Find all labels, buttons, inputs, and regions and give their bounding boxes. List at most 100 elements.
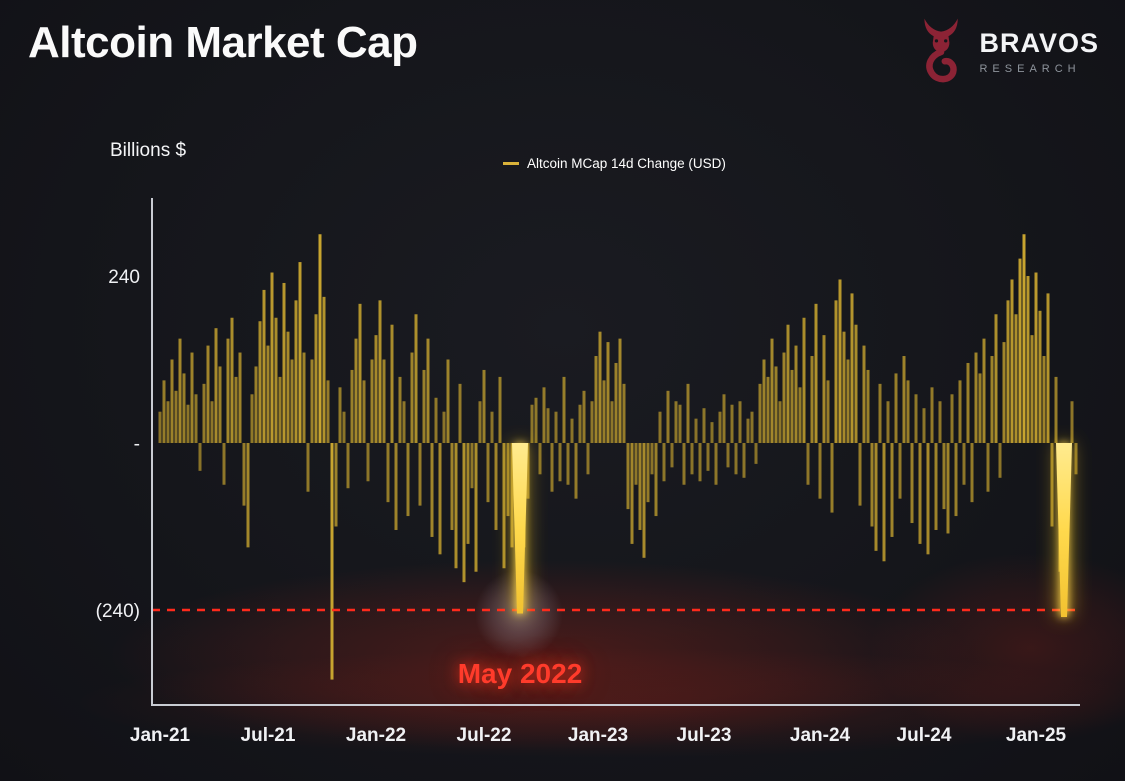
bar [402, 401, 406, 443]
bar [198, 443, 202, 471]
bar [842, 331, 846, 443]
bar [566, 443, 570, 485]
bar [962, 443, 966, 485]
bar [730, 404, 734, 443]
bar [202, 383, 206, 443]
bar [610, 401, 614, 443]
y-tick-label: (240) [96, 601, 140, 622]
red-ambient-glow-bottom [75, 648, 1125, 758]
bar [826, 380, 830, 443]
legend-label: Altcoin MCap 14d Change (USD) [527, 156, 726, 171]
y-tick-label: - [134, 434, 140, 455]
x-tick-label: Jul-24 [897, 725, 952, 746]
bar [978, 373, 982, 443]
bar [934, 443, 938, 530]
x-tick-label: Jul-23 [677, 725, 732, 746]
bar [714, 443, 718, 485]
bar [678, 404, 682, 443]
bar [938, 401, 942, 443]
bar [794, 345, 798, 443]
bar [990, 356, 994, 443]
bar [670, 443, 674, 468]
bar [346, 443, 350, 489]
bar [170, 359, 174, 443]
bar [278, 376, 282, 443]
bar [282, 282, 286, 443]
bar [406, 443, 410, 517]
bar [390, 324, 394, 443]
bar [562, 376, 566, 443]
bar [734, 443, 738, 475]
bar [1002, 342, 1006, 443]
bar [574, 443, 578, 499]
bar [686, 383, 690, 443]
bar [418, 443, 422, 506]
bar [158, 411, 162, 443]
bar [1010, 279, 1014, 443]
bar [650, 443, 654, 475]
bar [294, 300, 298, 443]
bar [550, 443, 554, 492]
bar [326, 380, 330, 443]
bar [942, 443, 946, 510]
bar [830, 443, 834, 513]
bar [922, 408, 926, 443]
bar [354, 338, 358, 443]
bar [798, 387, 802, 443]
bar [810, 356, 814, 443]
bar [850, 293, 854, 443]
bar [870, 443, 874, 527]
bar [986, 443, 990, 492]
bar [866, 369, 870, 443]
bar [1038, 310, 1042, 443]
bar [482, 369, 486, 443]
bar [742, 443, 746, 478]
bar [430, 443, 434, 537]
bar [1050, 443, 1054, 527]
bar [222, 443, 226, 485]
brand-text: BRAVOS RESEARCH [979, 29, 1099, 75]
bar [806, 443, 810, 485]
bar [998, 443, 1002, 478]
bar [466, 443, 470, 544]
bar [882, 443, 886, 562]
bar [970, 443, 974, 503]
bar [638, 443, 642, 530]
bar [818, 443, 822, 499]
bar [614, 362, 618, 443]
bar [602, 380, 606, 443]
bar [214, 328, 218, 443]
bar [1042, 356, 1046, 443]
bar [230, 317, 234, 443]
bar [442, 411, 446, 443]
bar [274, 317, 278, 443]
bar [898, 443, 902, 499]
bar [258, 321, 262, 443]
bar [622, 383, 626, 443]
bar [194, 394, 198, 443]
bar [590, 401, 594, 443]
bar [286, 331, 290, 443]
bar [506, 443, 510, 517]
bar [578, 404, 582, 443]
bar [498, 376, 502, 443]
bar [1046, 293, 1050, 443]
bar [834, 300, 838, 443]
bar [982, 338, 986, 443]
page-title: Altcoin Market Cap [28, 18, 418, 67]
bar [822, 335, 826, 443]
highlighted-bar [512, 443, 528, 614]
bar [754, 443, 758, 464]
bar [238, 352, 242, 443]
bar [618, 338, 622, 443]
bar [906, 380, 910, 443]
bar [370, 359, 374, 443]
bar [790, 369, 794, 443]
bar [366, 443, 370, 482]
bar [290, 359, 294, 443]
bar [886, 401, 890, 443]
x-tick-label: Jan-23 [568, 725, 628, 746]
bar [858, 443, 862, 506]
bar [318, 234, 322, 443]
